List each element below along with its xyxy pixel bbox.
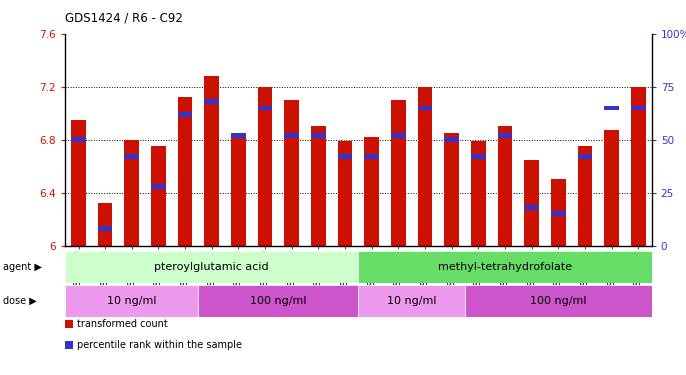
Bar — [631, 87, 646, 246]
Bar — [524, 159, 539, 246]
Bar — [98, 226, 113, 231]
Text: 10 ng/ml: 10 ng/ml — [107, 296, 156, 306]
Bar — [204, 99, 219, 104]
Bar — [338, 154, 353, 159]
Bar — [311, 126, 326, 246]
Bar — [445, 133, 459, 246]
Bar — [338, 141, 353, 246]
Bar — [578, 146, 593, 246]
Text: 10 ng/ml: 10 ng/ml — [387, 296, 436, 306]
Bar — [631, 105, 646, 110]
Bar — [178, 98, 193, 246]
Bar — [124, 140, 139, 246]
Bar — [604, 130, 619, 246]
Bar — [604, 105, 619, 110]
Bar — [285, 100, 299, 246]
Bar — [391, 100, 405, 246]
Bar — [418, 105, 432, 110]
Text: methyl-tetrahydrofolate: methyl-tetrahydrofolate — [438, 262, 572, 272]
Bar — [578, 154, 593, 159]
Bar — [445, 137, 459, 142]
Bar — [65, 251, 358, 283]
Bar — [471, 154, 486, 159]
Bar — [65, 285, 198, 317]
Bar — [204, 76, 219, 246]
Bar — [391, 133, 405, 138]
Bar — [418, 87, 432, 246]
Text: pteroylglutamic acid: pteroylglutamic acid — [154, 262, 269, 272]
Bar — [498, 133, 512, 138]
Text: 100 ng/ml: 100 ng/ml — [530, 296, 587, 306]
Bar — [364, 154, 379, 159]
Bar — [71, 137, 86, 142]
Bar — [98, 203, 113, 246]
Bar — [124, 154, 139, 159]
Bar — [258, 87, 272, 246]
Text: transformed count: transformed count — [77, 319, 167, 329]
Bar — [471, 141, 486, 246]
Bar — [358, 251, 652, 283]
Text: GDS1424 / R6 - C92: GDS1424 / R6 - C92 — [65, 11, 183, 24]
Bar — [151, 184, 166, 189]
Bar — [198, 285, 358, 317]
Bar — [524, 205, 539, 210]
Bar — [231, 133, 246, 138]
Bar — [358, 285, 465, 317]
Text: percentile rank within the sample: percentile rank within the sample — [77, 340, 242, 350]
Bar — [71, 120, 86, 246]
Bar — [465, 285, 652, 317]
Text: dose ▶: dose ▶ — [3, 296, 37, 306]
Bar — [498, 126, 512, 246]
Bar — [258, 105, 272, 110]
Bar — [551, 179, 566, 246]
Bar — [285, 133, 299, 138]
Text: agent ▶: agent ▶ — [3, 262, 43, 272]
Bar — [311, 133, 326, 138]
Bar — [364, 137, 379, 246]
Bar — [551, 211, 566, 216]
Text: 100 ng/ml: 100 ng/ml — [250, 296, 307, 306]
Bar — [231, 137, 246, 246]
Bar — [151, 146, 166, 246]
Bar — [178, 112, 193, 117]
